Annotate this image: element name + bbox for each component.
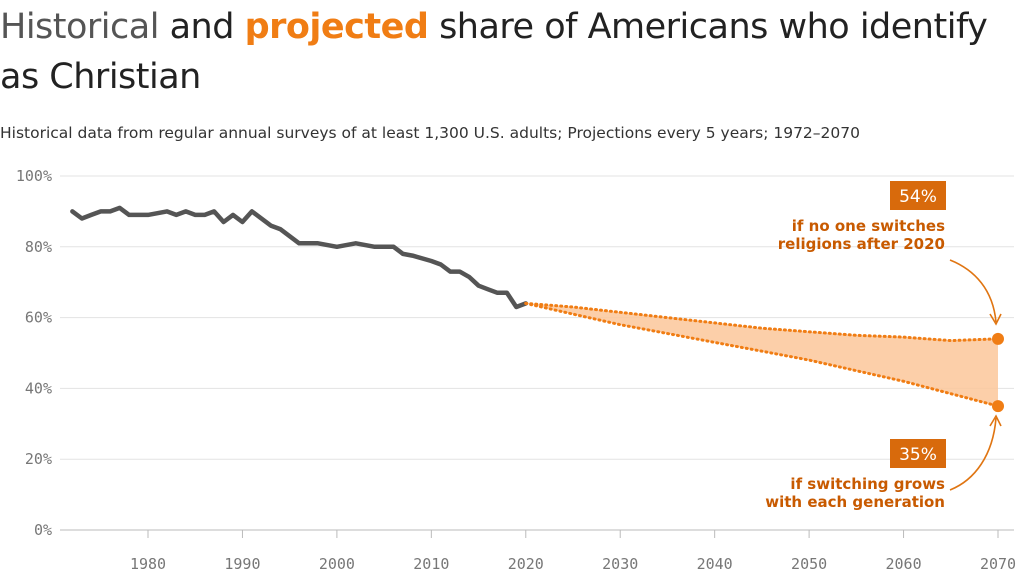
- x-tick-label: 2070: [980, 555, 1016, 573]
- projection-switching-grows-line: [524, 301, 1000, 408]
- arrowhead-low: [989, 414, 1002, 427]
- x-tick-label: 2000: [319, 555, 355, 573]
- annotation-arrow-high: [949, 259, 997, 323]
- y-tick-label: 60%: [25, 309, 52, 327]
- x-tick-label: 2020: [508, 555, 544, 573]
- chart-title: Historical and projected share of Americ…: [0, 2, 1000, 102]
- x-tick-label: 1980: [130, 555, 166, 573]
- annotation-arrow-low: [949, 417, 997, 491]
- x-tick-labels: 1980 1990 2000 2010 2020 2030 2040 2050 2060 2070: [130, 530, 1016, 573]
- y-tick-label: 80%: [25, 238, 52, 256]
- chart-subtitle: Historical data from regular annual surv…: [0, 124, 860, 142]
- projection-low-endpoint: [992, 400, 1004, 413]
- badge-high-bg: [890, 181, 946, 210]
- projection-high-endpoint: [992, 332, 1004, 345]
- annotation-low-line2: with each generation: [765, 493, 945, 511]
- x-tick-label: 2050: [791, 555, 827, 573]
- y-tick-label: 40%: [25, 379, 52, 397]
- badge-low-text: 35%: [899, 445, 937, 465]
- annotation-high-line2: religions after 2020: [778, 235, 945, 253]
- arrowhead-high: [989, 313, 1002, 326]
- badge-low-bg: [890, 439, 946, 468]
- x-tick-label: 2010: [413, 555, 449, 573]
- x-tick-label: 2030: [602, 555, 638, 573]
- title-projected: projected: [244, 7, 429, 47]
- historical-series-line: [70, 205, 529, 310]
- y-tick-label: 0%: [34, 521, 52, 539]
- badge-high-text: 54%: [899, 187, 937, 207]
- title-and: and: [158, 7, 245, 47]
- projection-range-band: [525, 303, 998, 407]
- title-historical: Historical: [0, 7, 159, 47]
- x-tick-label: 1990: [224, 555, 260, 573]
- projection-no-switching-line: [524, 301, 1000, 343]
- annotation-high-line1: if no one switches: [792, 217, 945, 235]
- y-tick-label: 100%: [16, 167, 52, 185]
- title-rest: share of Americans who identify as Chris…: [0, 7, 988, 97]
- grid-lines: [60, 175, 1014, 531]
- y-tick-labels: 0% 20% 40% 60% 80% 100%: [16, 167, 52, 539]
- x-tick-label: 2040: [697, 555, 733, 573]
- y-tick-label: 20%: [25, 450, 52, 468]
- x-tick-label: 2060: [885, 555, 921, 573]
- annotation-low-line1: if switching grows: [790, 475, 945, 493]
